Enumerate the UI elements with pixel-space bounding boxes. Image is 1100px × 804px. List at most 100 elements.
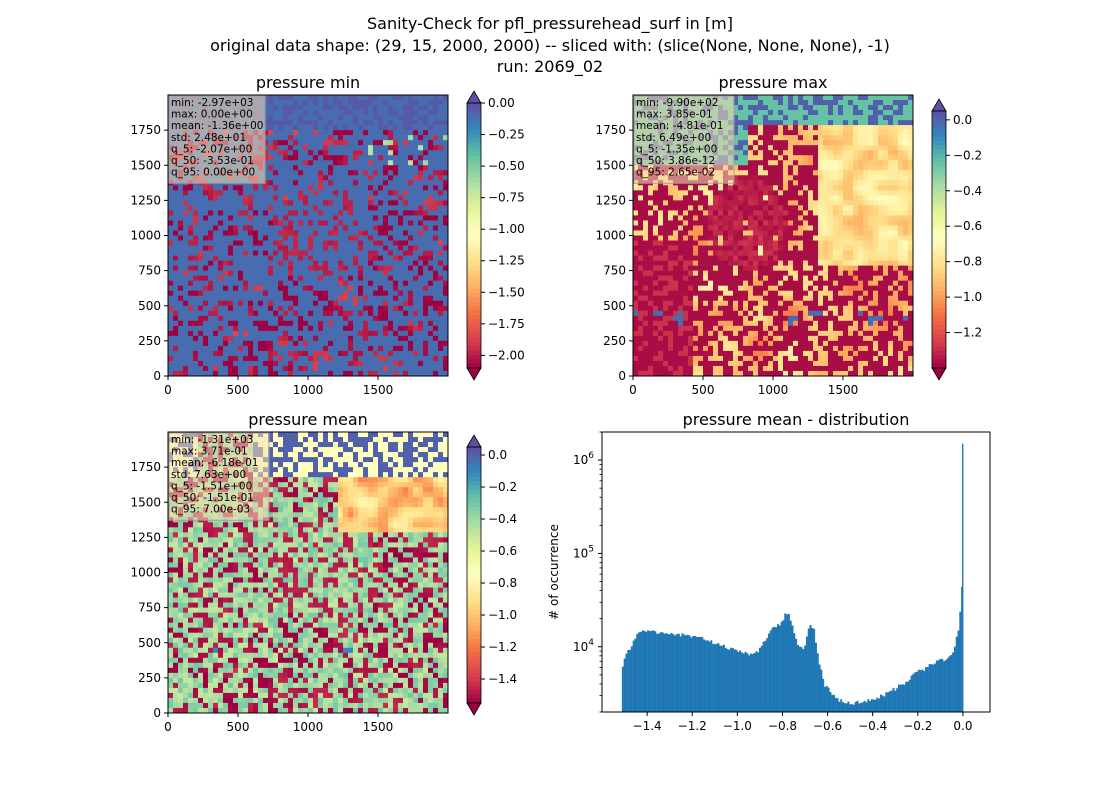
heatmap-cell bbox=[303, 331, 308, 336]
heatmap-cell bbox=[403, 140, 408, 145]
heatmap-cell bbox=[418, 331, 423, 336]
heatmap-cell bbox=[293, 225, 298, 230]
heatmap-cell bbox=[433, 145, 438, 150]
heatmap-cell bbox=[298, 225, 303, 230]
heatmap-cell bbox=[433, 266, 438, 271]
heatmap-cell bbox=[813, 215, 818, 220]
heatmap-cell bbox=[203, 341, 208, 346]
heatmap-cell bbox=[283, 190, 288, 195]
heatmap-cell bbox=[773, 125, 778, 130]
heatmap-cell bbox=[373, 286, 378, 291]
heatmap-cell bbox=[293, 220, 298, 225]
axes-title: pressure max bbox=[718, 73, 827, 92]
heatmap-cell bbox=[858, 236, 863, 241]
heatmap-cell bbox=[308, 266, 313, 271]
heatmap-cell bbox=[733, 190, 738, 195]
heatmap-cell bbox=[878, 125, 883, 130]
heatmap-cell bbox=[203, 351, 208, 356]
heatmap-cell bbox=[678, 190, 683, 195]
heatmap-cell bbox=[853, 185, 858, 190]
heatmap-cell bbox=[763, 150, 768, 155]
heatmap-cell bbox=[278, 256, 283, 261]
heatmap-cell bbox=[303, 230, 308, 235]
heatmap-cell bbox=[823, 130, 828, 135]
heatmap-cell bbox=[223, 225, 228, 230]
heatmap-cell bbox=[258, 266, 263, 271]
heatmap-cell bbox=[383, 140, 388, 145]
colorbar-segment bbox=[467, 183, 481, 188]
heatmap-cell bbox=[293, 256, 298, 261]
heatmap-cell bbox=[698, 200, 703, 205]
heatmap-cell bbox=[418, 291, 423, 296]
heatmap-cell bbox=[298, 316, 303, 321]
heatmap-cell bbox=[273, 135, 278, 140]
heatmap-cell bbox=[188, 205, 193, 210]
heatmap-cell bbox=[198, 306, 203, 311]
heatmap-cell bbox=[393, 256, 398, 261]
heatmap-cell bbox=[373, 190, 378, 195]
heatmap-cell bbox=[343, 366, 348, 371]
heatmap-cell bbox=[818, 230, 823, 235]
heatmap-cell bbox=[703, 220, 708, 225]
heatmap-cell bbox=[423, 160, 428, 165]
heatmap-cell bbox=[198, 326, 203, 331]
heatmap-cell bbox=[188, 306, 193, 311]
heatmap-cell bbox=[378, 115, 383, 120]
heatmap-cell bbox=[678, 246, 683, 251]
heatmap-cell bbox=[283, 256, 288, 261]
heatmap-cell bbox=[243, 215, 248, 220]
heatmap-cell bbox=[168, 276, 173, 281]
heatmap-cell bbox=[183, 331, 188, 336]
heatmap-cell bbox=[333, 220, 338, 225]
heatmap-cell bbox=[673, 225, 678, 230]
heatmap-cell bbox=[893, 140, 898, 145]
heatmap-cell bbox=[888, 215, 893, 220]
heatmap-cell bbox=[228, 291, 233, 296]
heatmap-cell bbox=[658, 210, 663, 215]
heatmap-cell bbox=[378, 276, 383, 281]
heatmap-cell bbox=[368, 351, 373, 356]
heatmap-cell bbox=[328, 346, 333, 351]
heatmap-cell bbox=[438, 276, 443, 281]
heatmap-cell bbox=[318, 341, 323, 346]
heatmap-cell bbox=[818, 246, 823, 251]
heatmap-cell bbox=[268, 115, 273, 120]
heatmap-cell bbox=[243, 336, 248, 341]
heatmap-cell bbox=[278, 341, 283, 346]
heatmap-cell bbox=[178, 351, 183, 356]
heatmap-cell bbox=[888, 180, 893, 185]
heatmap-cell bbox=[413, 225, 418, 230]
heatmap-cell bbox=[293, 341, 298, 346]
heatmap-cell bbox=[418, 150, 423, 155]
heatmap-cell bbox=[743, 155, 748, 160]
heatmap-cell bbox=[318, 291, 323, 296]
heatmap-cell bbox=[353, 200, 358, 205]
heatmap-cell bbox=[333, 316, 338, 321]
heatmap-cell bbox=[248, 266, 253, 271]
heatmap-cell bbox=[203, 256, 208, 261]
heatmap-cell bbox=[828, 110, 833, 115]
heatmap-cell bbox=[223, 296, 228, 301]
heatmap-cell bbox=[293, 165, 298, 170]
heatmap-cell bbox=[318, 200, 323, 205]
heatmap-cell bbox=[823, 230, 828, 235]
heatmap-cell bbox=[328, 130, 333, 135]
heatmap-cell bbox=[698, 210, 703, 215]
heatmap-cell bbox=[413, 140, 418, 145]
heatmap-cell bbox=[803, 230, 808, 235]
heatmap-cell bbox=[428, 205, 433, 210]
heatmap-cell bbox=[283, 115, 288, 120]
heatmap-cell bbox=[428, 316, 433, 321]
heatmap-cell bbox=[668, 200, 673, 205]
heatmap-cell bbox=[188, 215, 193, 220]
heatmap-cell bbox=[248, 215, 253, 220]
heatmap-cell bbox=[438, 230, 443, 235]
heatmap-cell bbox=[433, 215, 438, 220]
heatmap-cell bbox=[223, 271, 228, 276]
heatmap-cell bbox=[903, 220, 908, 225]
heatmap-cell bbox=[903, 140, 908, 145]
heatmap-cell bbox=[428, 185, 433, 190]
heatmap-cell bbox=[323, 306, 328, 311]
heatmap-cell bbox=[723, 205, 728, 210]
heatmap-cell bbox=[268, 266, 273, 271]
